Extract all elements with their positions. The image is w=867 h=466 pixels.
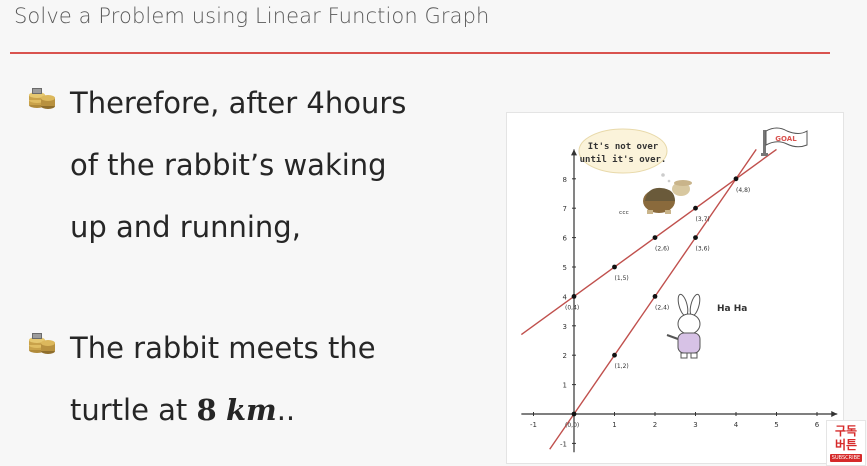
badge-line-2: 버튼 — [834, 438, 858, 452]
series-line-1 — [520, 148, 777, 336]
bullet-1-line-3: up and running, — [70, 210, 301, 244]
point-label: (0,4) — [565, 304, 579, 311]
y-tick-label: -1 — [560, 440, 567, 448]
turtle-illustration: ᶜᶜᶜ — [619, 180, 692, 220]
bullet-2-line-2: turtle at 8 km.. — [70, 379, 376, 441]
coins-icon — [29, 88, 55, 109]
rabbit-illustration: Ha Ha — [666, 293, 747, 359]
y-tick-label: 3 — [563, 323, 567, 331]
x-tick-label: -1 — [530, 421, 537, 429]
point-label: (3,6) — [696, 246, 710, 253]
bullet-1-line-2: of the rabbit’s waking — [70, 148, 387, 182]
bullet-2-prefix: turtle at — [70, 393, 197, 427]
goal-flag: GOAL — [761, 127, 808, 156]
data-point — [612, 264, 617, 270]
y-tick-label: 7 — [563, 205, 567, 213]
speech-line-2: until it's over. — [580, 154, 667, 165]
y-tick-label: 5 — [563, 264, 567, 272]
youtube-icon: SUBSCRIBE — [830, 454, 862, 462]
snore-marks: ᶜᶜᶜ — [619, 210, 629, 220]
data-point — [733, 176, 739, 182]
x-tick-label: 1 — [612, 421, 616, 429]
data-point — [652, 235, 658, 240]
goal-label: GOAL — [775, 135, 797, 143]
x-tick-label: 5 — [774, 421, 778, 429]
subscribe-badge[interactable]: 구독 버튼 SUBSCRIBE — [826, 420, 866, 466]
data-point — [571, 411, 577, 417]
data-point — [571, 294, 577, 299]
point-label: (4,8) — [736, 187, 750, 194]
point-label: (0,0) — [565, 422, 579, 429]
chart-points: (0,4) (1,5) (2,6) (3,7) (4,8) (0,0) (1,2) (2,4)… — [565, 176, 750, 429]
bullet-2-suffix: .. — [276, 393, 296, 427]
x-tick-label: 6 — [815, 421, 820, 429]
y-tick-label: 4 — [563, 293, 568, 301]
point-label: (1,2) — [615, 363, 629, 370]
rabbit-laugh: Ha Ha — [717, 304, 747, 314]
slide-title: Solve a Problem using Linear Function Gr… — [14, 4, 490, 28]
data-point — [693, 205, 698, 211]
x-axis-arrow — [831, 411, 838, 417]
data-point — [652, 294, 658, 299]
x-tick-label: 4 — [734, 421, 739, 429]
point-label: (1,5) — [615, 275, 629, 282]
distance-unit: km — [225, 393, 277, 427]
data-point — [693, 235, 698, 240]
series-line-2 — [549, 149, 757, 450]
title-divider — [10, 52, 830, 54]
graph-figure: -1 1 2 3 4 5 6 -1 1 2 3 4 5 6 7 8 (0,4) (1,5) (2,6) (3,7)(… — [506, 112, 844, 464]
speech-line-1: It's not over — [588, 142, 659, 152]
point-label: (3,7) — [696, 216, 710, 223]
x-tick-label: 3 — [693, 421, 697, 429]
x-tick-label: 2 — [653, 421, 657, 429]
point-label: (2,4) — [655, 304, 669, 311]
chart-lines — [520, 148, 777, 450]
distance-value: 8 — [196, 393, 217, 427]
badge-line-1: 구독 — [834, 424, 858, 438]
y-tick-label: 2 — [563, 352, 567, 360]
coins-icon — [29, 333, 55, 354]
bullet-2-line-1: The rabbit meets the — [70, 331, 376, 365]
bullet-1: Therefore, after 4hours of the rabbit’s … — [28, 72, 498, 272]
bullet-2: The rabbit meets the turtle at 8 km.. — [28, 317, 498, 447]
y-tick-label: 8 — [563, 176, 567, 184]
bullet-1-line-1: Therefore, after 4hours — [70, 86, 407, 120]
speech-bubble: It's not over until it's over. — [578, 128, 671, 183]
y-tick-label: 6 — [563, 235, 568, 243]
y-tick-label: 1 — [563, 382, 567, 390]
point-label: (2,6) — [655, 246, 669, 253]
data-point — [612, 352, 617, 358]
y-axis-arrow — [571, 149, 577, 156]
